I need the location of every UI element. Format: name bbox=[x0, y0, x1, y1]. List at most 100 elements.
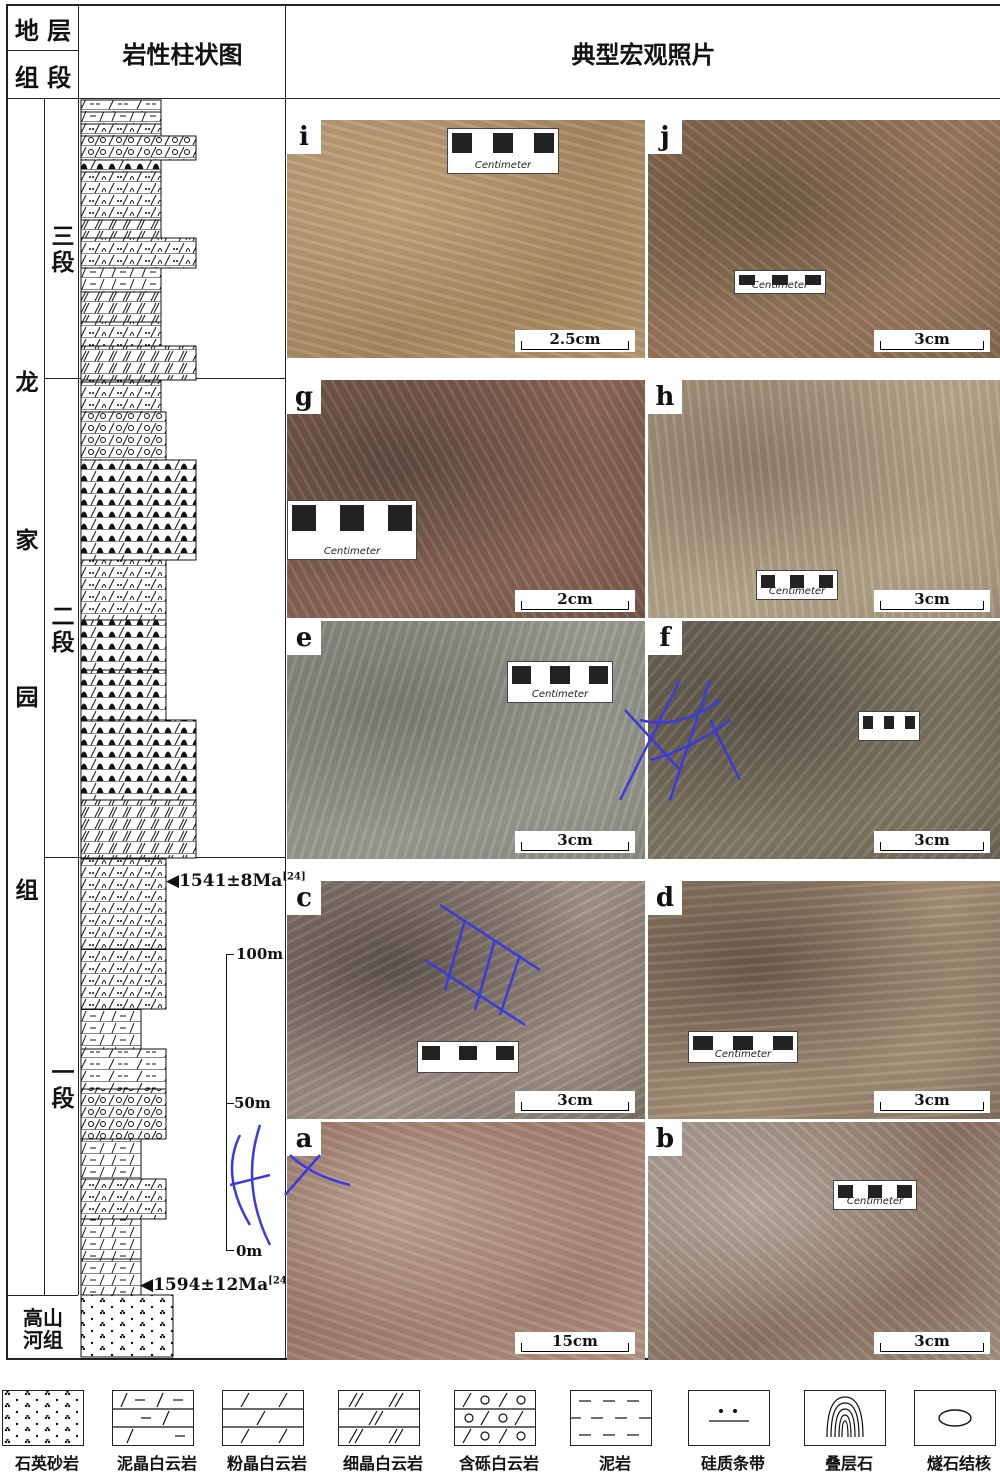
legend-swatch bbox=[688, 1390, 770, 1446]
scale-card-label: Centimeter bbox=[846, 1196, 904, 1207]
legend-label: 细晶白云岩 bbox=[342, 1454, 423, 1473]
legend-swatch bbox=[454, 1390, 536, 1446]
header-bottom-rule bbox=[6, 98, 1000, 99]
scale-tick-bottom bbox=[226, 1250, 234, 1251]
lithology-bed bbox=[80, 619, 167, 671]
scale-card: Centimeter bbox=[688, 1031, 798, 1063]
legend-swatch bbox=[570, 1390, 652, 1446]
scale-label-100m: 100m bbox=[236, 945, 284, 963]
photo-panel-i: i Centimeter 2.5cm bbox=[287, 120, 645, 358]
lithology-bed bbox=[80, 559, 167, 621]
scale-card: Centimeter bbox=[447, 128, 559, 174]
scale-card: Centimeter bbox=[287, 500, 417, 560]
panel-letter: h bbox=[648, 380, 682, 414]
formation-char-3: 园 bbox=[15, 685, 39, 711]
legend-label: 粉晶白云岩 bbox=[226, 1454, 307, 1473]
photo-panel-h: h Centimeter 3cm bbox=[648, 380, 1000, 618]
scale-bar-c: 3cm bbox=[515, 1091, 635, 1113]
lithology-bed bbox=[80, 799, 197, 859]
legend-item-mudstone: 泥岩 bbox=[562, 1390, 666, 1479]
scale-bar-i: 2.5cm bbox=[515, 330, 635, 352]
photo-panel-a: a 15cm bbox=[287, 1122, 645, 1360]
legend-swatch bbox=[2, 1390, 84, 1446]
annotation-overlay-f bbox=[618, 679, 742, 801]
age-marker-lower: ◀1594±12Ma[24] bbox=[140, 1275, 292, 1295]
scale-card-label: Centimeter bbox=[714, 1049, 772, 1060]
member-1-label: 一段 bbox=[51, 1059, 75, 1112]
lithology-bed bbox=[80, 719, 197, 801]
legend-swatch bbox=[338, 1390, 420, 1446]
photo-panel-d: d Centimeter 3cm bbox=[648, 881, 1000, 1119]
scale-card-label: Centimeter bbox=[474, 160, 532, 171]
bed-sandstone-base bbox=[80, 1294, 174, 1358]
lithology-bed bbox=[80, 1048, 167, 1090]
panel-letter: j bbox=[648, 120, 682, 154]
header-stratum: 地 层 bbox=[14, 16, 72, 45]
legend-swatch bbox=[804, 1390, 886, 1446]
scale-bar-g: 2cm bbox=[515, 590, 635, 612]
legend-swatch bbox=[222, 1390, 304, 1446]
panel-letter: a bbox=[287, 1122, 321, 1156]
scale-bar-line bbox=[226, 954, 227, 1251]
lithology-bed bbox=[80, 1178, 167, 1220]
formation-char-1: 龙 bbox=[15, 370, 39, 396]
lithology-bed bbox=[80, 1088, 167, 1140]
panel-letter: i bbox=[287, 120, 321, 154]
underlying-top-rule bbox=[6, 1295, 78, 1296]
age-marker-upper: ◀1541±8Ma[24] bbox=[166, 871, 306, 891]
panel-letter: d bbox=[648, 881, 682, 915]
lithologic-column bbox=[80, 99, 197, 1358]
scale-label-50m: 50m bbox=[234, 1094, 271, 1112]
scale-card: Centimeter bbox=[734, 270, 826, 294]
photo-panel-f: f 3cm bbox=[648, 621, 1000, 859]
scale-bar-e: 3cm bbox=[515, 831, 635, 853]
col-rule-2 bbox=[285, 4, 286, 1360]
scale-label-0m: 0m bbox=[236, 1242, 263, 1260]
legend-label: 泥晶白云岩 bbox=[116, 1454, 197, 1473]
scale-card: Centimeter bbox=[833, 1180, 917, 1210]
lithology-bed bbox=[80, 135, 197, 161]
legend-label: 含砾白云岩 bbox=[458, 1454, 539, 1473]
lithology-bed bbox=[80, 858, 167, 950]
lithology-bed bbox=[80, 267, 162, 293]
legend-swatch bbox=[914, 1390, 996, 1446]
photo-panel-b: b Centimeter 3cm bbox=[648, 1122, 1000, 1360]
scale-bar-h: 3cm bbox=[874, 590, 990, 612]
scale-tick-top bbox=[226, 954, 234, 955]
annotation-overlay-a bbox=[229, 1124, 351, 1246]
scale-bar-d: 3cm bbox=[874, 1091, 990, 1113]
scale-card-label: Centimeter bbox=[768, 586, 826, 597]
lithology-bed bbox=[80, 291, 162, 323]
legend-label: 叠层石 bbox=[824, 1454, 873, 1473]
lithology-bed bbox=[80, 1258, 142, 1298]
annotation-overlay-c bbox=[424, 903, 541, 1027]
lithology-bed bbox=[80, 111, 162, 125]
legend-item-stromatolite: 叠层石 bbox=[796, 1390, 900, 1479]
scale-bar-f: 3cm bbox=[874, 831, 990, 853]
scale-card-label: Centimeter bbox=[751, 280, 809, 291]
scale-card-label: Centimeter bbox=[531, 689, 589, 700]
panel-letter: f bbox=[648, 621, 682, 655]
scale-bar-a: 15cm bbox=[515, 1332, 635, 1354]
member-2-label: 二段 bbox=[51, 603, 75, 656]
legend-swatch bbox=[112, 1390, 194, 1446]
member-3-label: 三段 bbox=[51, 223, 75, 276]
legend-item-micritic: 泥晶白云岩 bbox=[104, 1390, 208, 1479]
lithology-bed bbox=[80, 459, 197, 561]
lithology-bed bbox=[80, 1218, 142, 1260]
lithology-bed bbox=[80, 123, 162, 137]
photo-panel-g: g Centimeter 2cm bbox=[287, 380, 645, 618]
scale-card: Centimeter bbox=[507, 661, 613, 703]
header-photos-title: 典型宏观照片 bbox=[571, 40, 716, 69]
scale-card: Centimeter bbox=[756, 570, 838, 600]
col-rule-1 bbox=[78, 4, 79, 1295]
panel-letter: e bbox=[287, 621, 321, 655]
scale-card bbox=[858, 711, 920, 741]
header-column-title: 岩性柱状图 bbox=[122, 40, 243, 69]
legend-label: 泥岩 bbox=[598, 1454, 631, 1473]
panel-letter: b bbox=[648, 1122, 682, 1156]
legend-item-silica: 硅质条带 bbox=[680, 1390, 784, 1479]
scale-bar-j: 3cm bbox=[874, 330, 990, 352]
lithology-bed bbox=[80, 1138, 142, 1180]
panel-letter: g bbox=[287, 380, 321, 414]
